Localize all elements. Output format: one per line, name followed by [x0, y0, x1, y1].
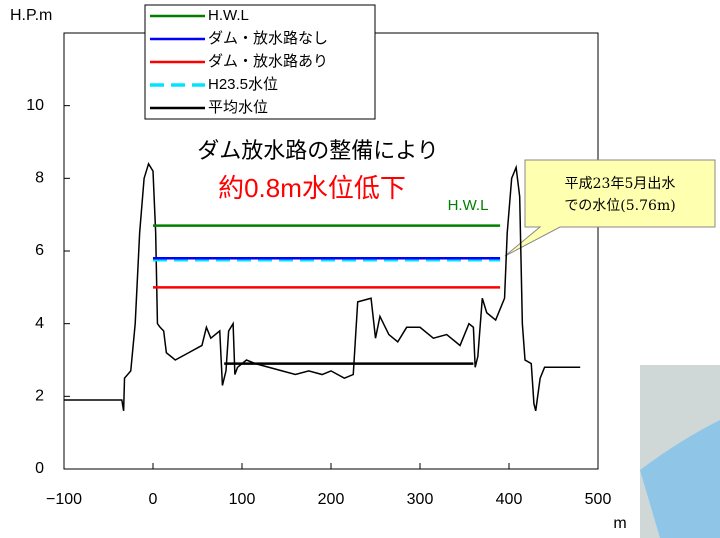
- legend-label: H.W.L: [208, 7, 249, 24]
- x-axis-label: m: [613, 515, 626, 532]
- y-tick-label: 10: [26, 97, 44, 114]
- annotation: H.W.L: [448, 197, 489, 214]
- y-tick-label: 0: [35, 460, 44, 477]
- x-tick-label: 300: [407, 491, 434, 508]
- legend-label: H23.5水位: [208, 76, 278, 93]
- callout-text: 平成23年5月出水: [565, 176, 676, 192]
- x-tick-label: 400: [496, 491, 523, 508]
- legend-label: 平均水位: [208, 99, 268, 116]
- legend-label: ダム・放水路あり: [208, 53, 328, 70]
- chart: H.P.m m ダム放水路の整備により 約0.8m水位低下 H.W.L 平成23…: [0, 0, 720, 538]
- x-tick-label: 500: [585, 491, 612, 508]
- x-tick-label: 200: [318, 491, 345, 508]
- y-tick-label: 8: [35, 170, 44, 187]
- y-tick-label: 4: [35, 315, 44, 332]
- y-tick-label: 2: [35, 388, 44, 405]
- annotation: ダム放水路の整備により: [197, 139, 439, 164]
- x-tick-label: 100: [229, 491, 256, 508]
- callout-text: での水位(5.76m): [564, 198, 675, 214]
- y-axis-label: H.P.m: [10, 7, 52, 24]
- annotation: 約0.8m水位低下: [218, 173, 406, 203]
- y-tick-label: 6: [35, 242, 44, 259]
- legend-label: ダム・放水路なし: [208, 30, 328, 47]
- x-tick-label: −100: [46, 491, 82, 508]
- x-tick-label: 0: [149, 491, 158, 508]
